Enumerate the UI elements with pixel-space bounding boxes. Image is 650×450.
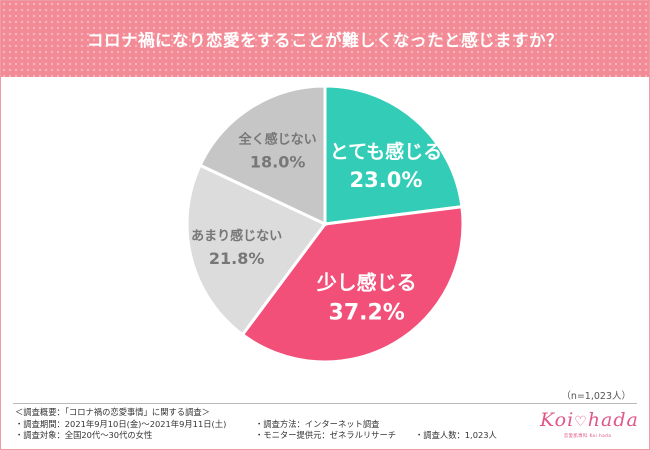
title-banner: コロナ禍になり恋愛をすることが難しくなったと感じますか？ (1, 1, 649, 77)
pie-slice-3 (185, 163, 328, 337)
slice-label-1: とても感じる (330, 140, 442, 163)
sample-size-note: （n=1,023人） (561, 391, 631, 402)
pie-slice-2 (240, 205, 465, 364)
monitor-provider: ・モニター提供元：ゼネラルリサーチ (255, 430, 397, 440)
pie-chart: とても感じる 23.0% 少し感じる 37.2% あまり感じない 21.8% 全く感じない 1… (185, 84, 465, 364)
survey-period: ・調査期間：2021年9月10日(金)～2021年9月11日(土) (15, 418, 227, 429)
slice-value-4: 18.0% (250, 152, 306, 171)
pie-slice-1 (323, 84, 464, 226)
koihada-logo: Koi♡hada 恋愛肌専科 Koi hada (540, 409, 639, 439)
slice-label-4: 全く感じない (238, 131, 317, 147)
slice-value-2: 37.2% (329, 301, 405, 326)
footer-divider (13, 403, 637, 404)
slice-value-3: 21.8% (209, 249, 265, 268)
survey-summary-title: ＜調査概要：「コロナ禍の恋愛事情」に関する調査＞ (15, 407, 210, 417)
survey-count: ・調査人数：1,023人 (415, 430, 497, 440)
chart-title: コロナ禍になり恋愛をすることが難しくなったと感じますか？ (87, 31, 563, 50)
pie-slice-4 (198, 84, 327, 227)
slice-label-2: 少し感じる (316, 271, 417, 295)
survey-target: ・調査対象：全国20代～30代の女性 (15, 430, 153, 440)
survey-method: ・調査方法：インターネット調査 (255, 418, 380, 429)
slice-value-1: 23.0% (350, 168, 423, 192)
heart-icon: ♡ (574, 414, 588, 430)
slice-label-3: あまり感じない (191, 228, 282, 244)
survey-summary: ＜調査概要：「コロナ禍の恋愛事情」に関する調査＞ ・調査期間：2021年9月10… (15, 407, 535, 442)
